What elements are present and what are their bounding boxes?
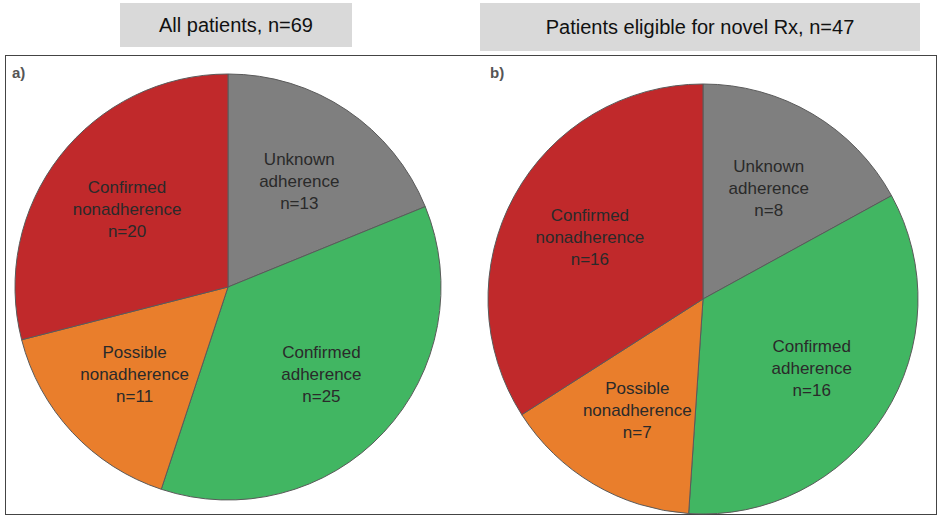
- svg-text:Unknownadherencen=13: Unknownadherencen=13: [259, 149, 339, 212]
- html-text:All patients, n=69: All patients, n=69: [159, 13, 313, 36]
- svg-text:Confirmedadherencen=25: Confirmedadherencen=25: [281, 343, 361, 406]
- svg-text:Unknownadherencen=8: Unknownadherencen=8: [729, 157, 809, 220]
- svg-text:Confirmednonadherencen=16: Confirmednonadherencen=16: [536, 206, 645, 269]
- svg-text:Possiblenonadherencen=11: Possiblenonadherencen=11: [80, 343, 189, 406]
- svg-text:Confirmedadherencen=16: Confirmedadherencen=16: [772, 337, 852, 400]
- html-text:Patients eligible for novel Rx: Patients eligible for novel Rx, n=47: [545, 15, 855, 38]
- svg-text:Confirmednonadherencen=20: Confirmednonadherencen=20: [73, 177, 182, 240]
- html-text:b): b): [490, 64, 505, 81]
- html-text:a): a): [12, 64, 26, 81]
- svg-text:Possiblenonadherencen=7: Possiblenonadherencen=7: [583, 378, 692, 441]
